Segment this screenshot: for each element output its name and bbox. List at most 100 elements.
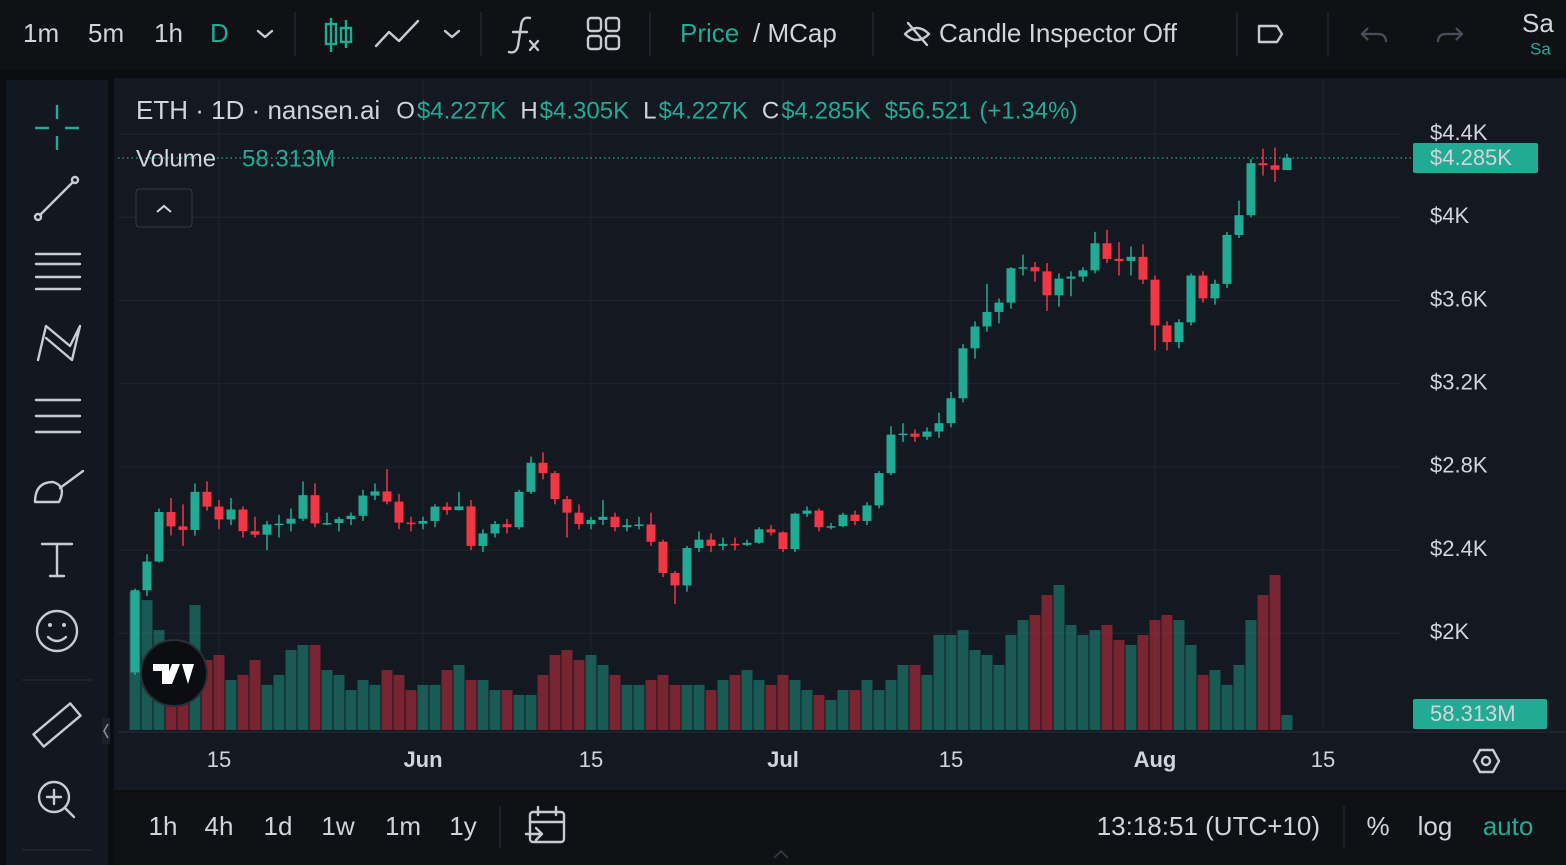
text-tool[interactable]: [40, 542, 74, 578]
volume-bar: [645, 680, 657, 730]
volume-bar: [1041, 594, 1053, 730]
indicators-button[interactable]: [507, 16, 540, 54]
candle-body: [790, 513, 800, 550]
volume-bar: [909, 664, 921, 730]
trendline-tool[interactable]: [33, 175, 80, 222]
range-button[interactable]: 1m: [385, 811, 421, 841]
candle-body: [478, 533, 488, 546]
candle-body: [298, 495, 308, 519]
volume-bar: [273, 674, 285, 730]
volume-bar: [621, 684, 633, 730]
candle-inspector-toggle[interactable]: Candle Inspector Off: [939, 18, 1178, 48]
candle-body: [598, 516, 608, 520]
y-tick-label: $4K: [1430, 203, 1469, 228]
volume-bar: [1101, 624, 1113, 730]
axis-settings-button[interactable]: [1472, 748, 1501, 774]
brush-tool[interactable]: [33, 469, 85, 504]
candle-body: [706, 539, 716, 546]
candle-body: [622, 525, 632, 528]
candle-body: [958, 348, 968, 399]
candle-inspector-icon[interactable]: [903, 21, 931, 47]
percent-toggle[interactable]: %: [1366, 811, 1389, 841]
range-button[interactable]: 1w: [321, 811, 354, 841]
candle-body: [1114, 258, 1124, 261]
candle-body: [286, 518, 296, 524]
candle-body: [1030, 267, 1040, 272]
alert-tag-button[interactable]: [1257, 24, 1284, 44]
volume-bar: [1089, 630, 1101, 730]
candle-body: [814, 510, 824, 528]
candle-type-button[interactable]: [324, 18, 353, 52]
goto-date-button[interactable]: [524, 805, 566, 844]
save-button[interactable]: Sa: [1522, 8, 1554, 38]
crosshair-tool[interactable]: [35, 105, 79, 150]
candle-body: [382, 491, 392, 502]
candle-body: [646, 524, 656, 542]
clock: 13:18:51 (UTC+10): [1097, 811, 1320, 841]
legend-collapse-button[interactable]: [135, 188, 193, 228]
candle-body: [202, 491, 212, 507]
interval-1m[interactable]: 1m: [23, 18, 59, 48]
candle-body: [802, 510, 812, 514]
ruler-tool[interactable]: [32, 702, 82, 748]
candle-body: [730, 543, 740, 546]
auto-toggle[interactable]: auto: [1483, 811, 1534, 841]
volume-bar: [1197, 674, 1209, 730]
volume-bar: [1233, 664, 1245, 730]
candle-body: [970, 326, 980, 349]
legend-key: L: [643, 97, 656, 124]
zoom-tool[interactable]: [37, 780, 76, 819]
legend-change: $56.521: [885, 97, 972, 124]
undo-button[interactable]: [1360, 27, 1388, 43]
candle-body: [874, 473, 884, 506]
interval-5m[interactable]: 5m: [88, 18, 124, 48]
last-volume-label: 58.313M: [1430, 701, 1516, 726]
candle-body: [1198, 275, 1208, 299]
collapse-toolbar-arrow: [103, 723, 109, 739]
range-buttons: 1h 4h 1d 1w 1m 1y: [149, 811, 477, 841]
volume-bar: [753, 680, 765, 730]
candle-body: [1270, 165, 1280, 170]
mcap-toggle[interactable]: / MCap: [753, 18, 837, 48]
expand-panel-arrow[interactable]: [773, 849, 789, 859]
volume-bar: [849, 690, 861, 730]
volume-bar: [525, 694, 537, 730]
candle-body: [886, 434, 896, 474]
candle-body: [898, 433, 908, 436]
redo-button[interactable]: [1436, 27, 1464, 43]
candle-body: [406, 522, 416, 525]
price-toggle[interactable]: Price: [680, 18, 739, 48]
candle-body: [766, 529, 776, 533]
chart-type-dropdown[interactable]: [443, 29, 461, 39]
interval-dropdown[interactable]: [256, 29, 274, 39]
emoji-tool[interactable]: [35, 609, 79, 653]
range-button[interactable]: 4h: [205, 811, 234, 841]
interval-d[interactable]: D: [210, 18, 229, 48]
volume-bar: [957, 630, 969, 730]
fib-tool[interactable]: [34, 252, 82, 291]
volume-bar: [729, 674, 741, 730]
volume-bar: [885, 680, 897, 730]
layout-button[interactable]: [586, 16, 621, 51]
volume-bar: [1209, 670, 1221, 730]
range-button[interactable]: 1y: [449, 811, 476, 841]
candle-body: [946, 398, 956, 424]
candle-body: [922, 431, 932, 437]
line-type-button[interactable]: [374, 19, 420, 48]
volume-bar: [813, 694, 825, 730]
candle-body: [250, 531, 260, 535]
range-button[interactable]: 1h: [149, 811, 178, 841]
volume-bar: [693, 684, 705, 730]
pattern-tool[interactable]: [36, 324, 82, 362]
volume-bar: [561, 650, 573, 730]
range-button[interactable]: 1d: [264, 811, 293, 841]
volume-bar: [1257, 594, 1269, 730]
candle-body: [1078, 270, 1088, 277]
bottom-bar: [114, 792, 1566, 865]
log-toggle[interactable]: log: [1418, 811, 1453, 841]
candle-body: [982, 311, 992, 327]
volume-bar: [921, 674, 933, 730]
forecast-tool[interactable]: [34, 398, 82, 434]
volume-bar: [741, 670, 753, 730]
interval-1h[interactable]: 1h: [154, 18, 183, 48]
